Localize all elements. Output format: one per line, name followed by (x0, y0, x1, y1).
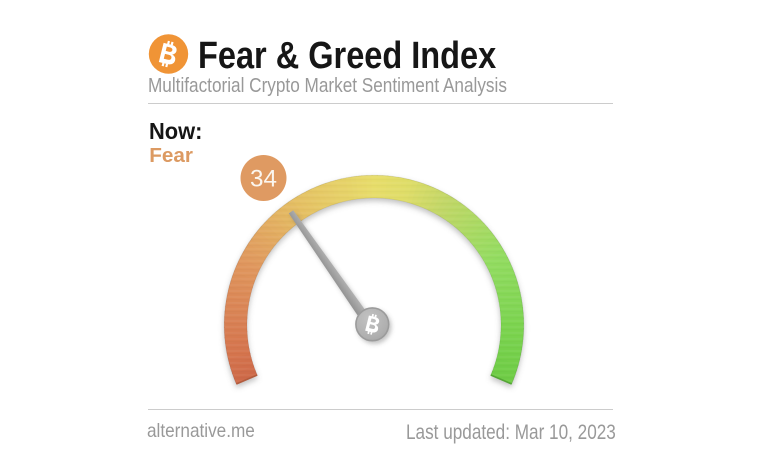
svg-text:34: 34 (250, 166, 277, 193)
